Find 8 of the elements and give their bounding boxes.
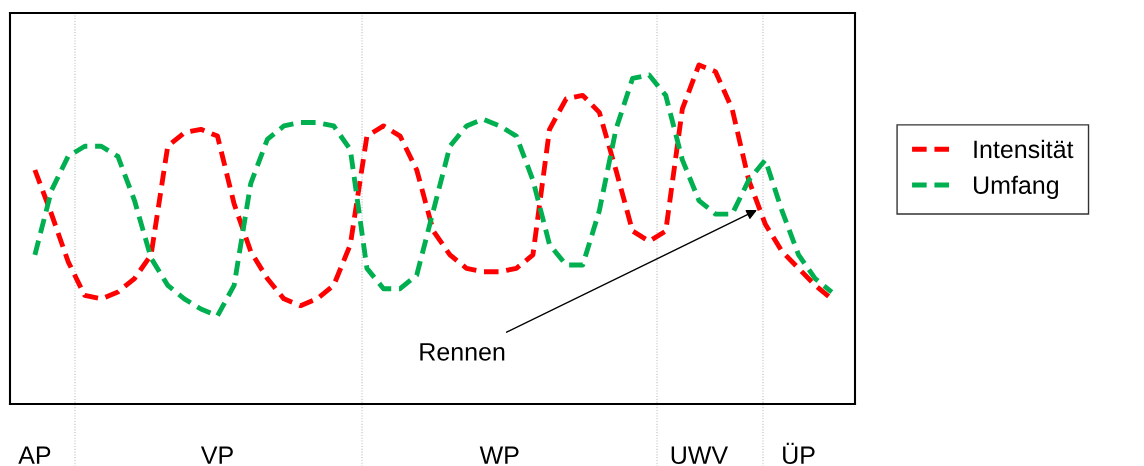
x-tick-label: ÜP: [783, 442, 815, 465]
legend-label: Intensität: [974, 139, 1074, 159]
x-tick-label: AP: [18, 446, 51, 464]
annotation: Rennen: [420, 343, 505, 361]
legend-label: Umfang: [974, 175, 1058, 199]
x-tick-label: UWV: [671, 446, 728, 465]
x-tick-label: VP: [200, 446, 233, 464]
x-tick-label: WP: [479, 446, 519, 464]
